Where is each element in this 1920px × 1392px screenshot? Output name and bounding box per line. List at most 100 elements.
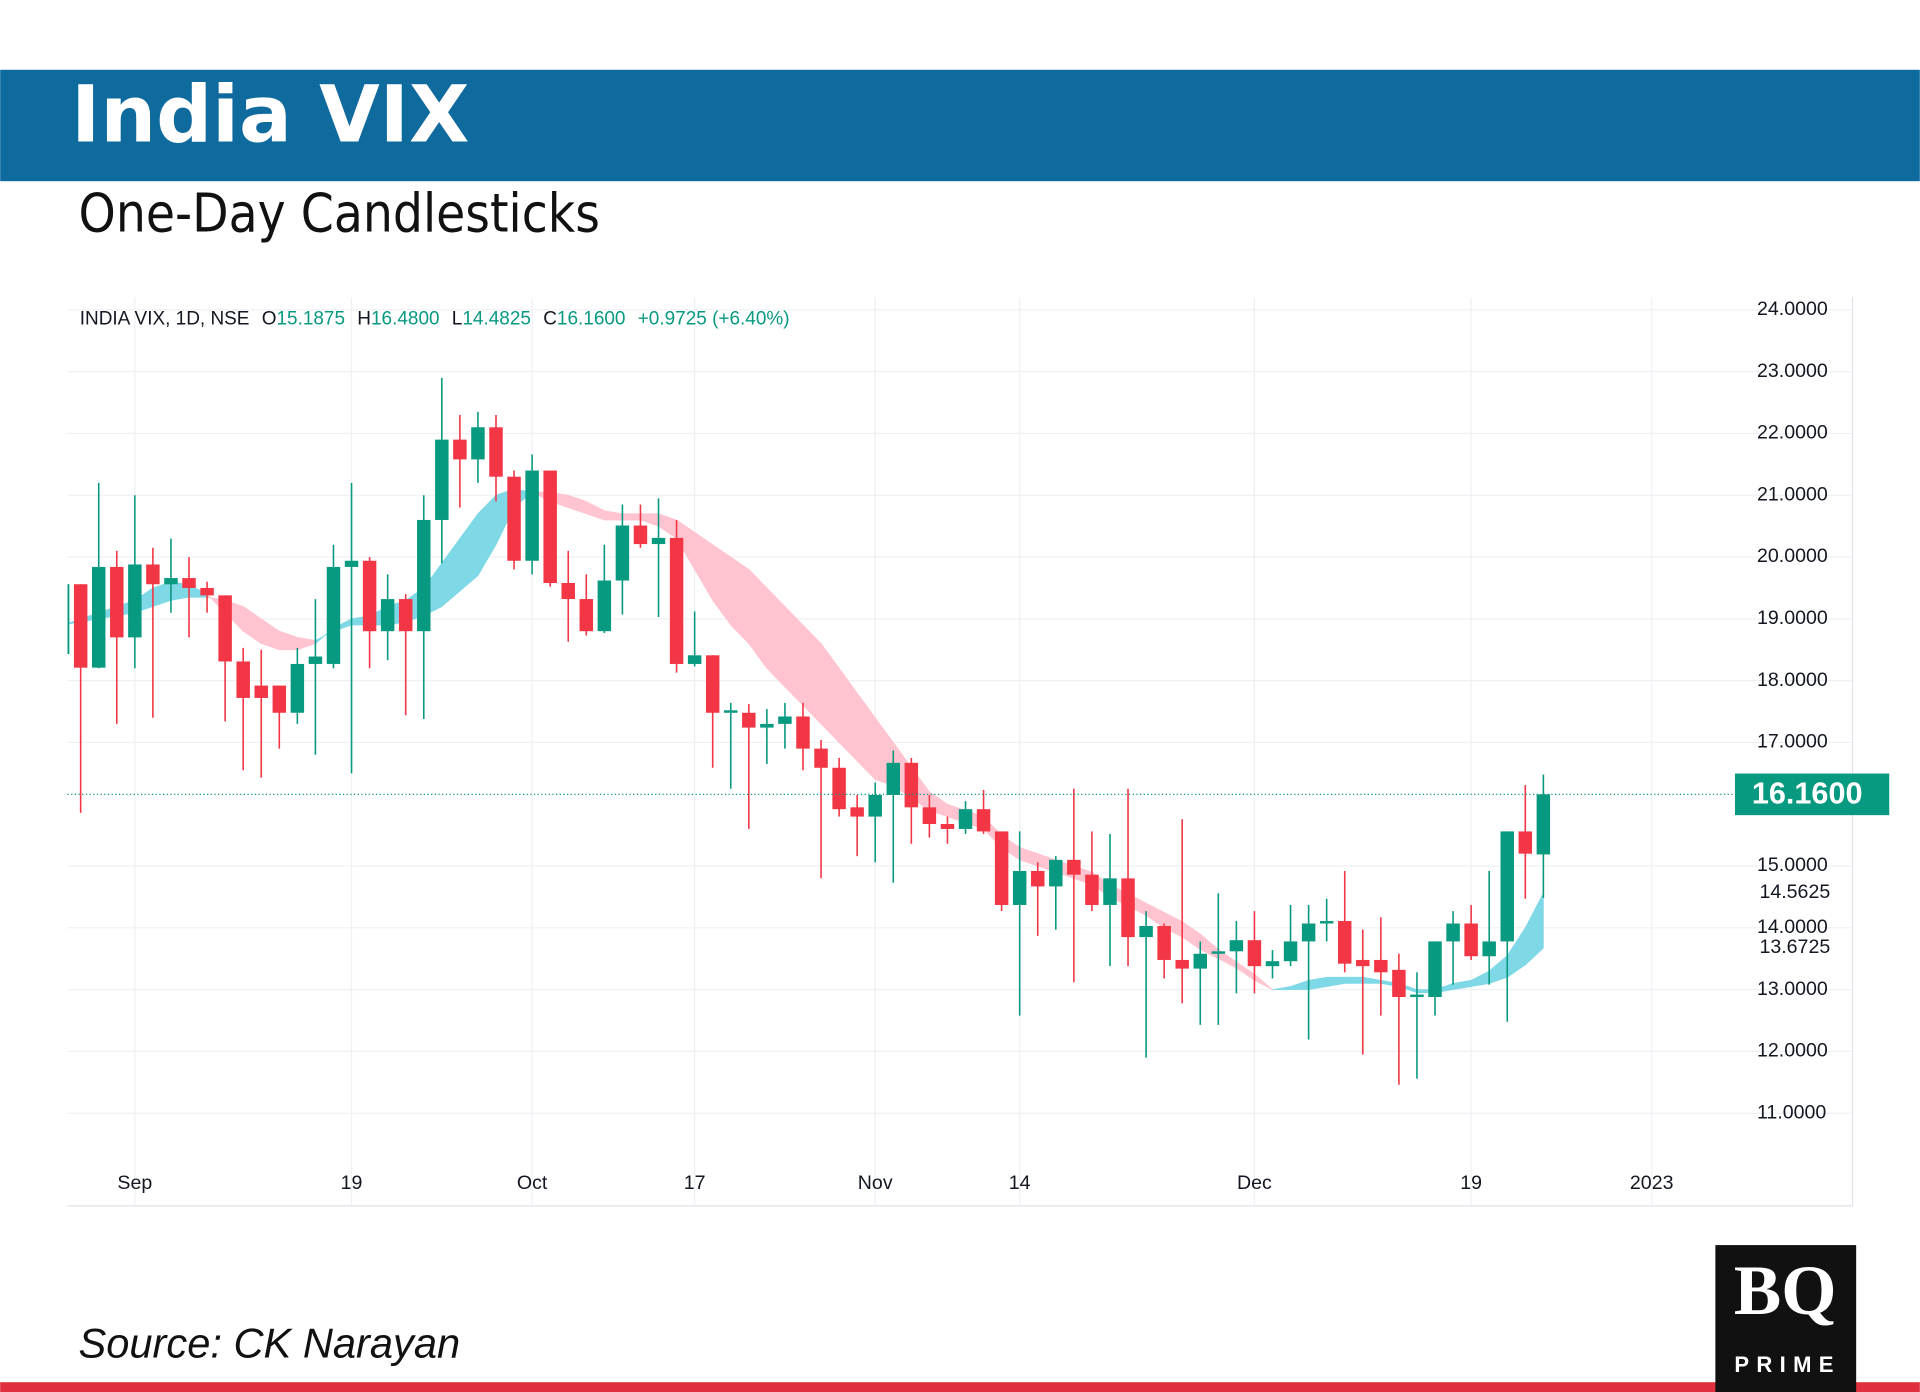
candle-body xyxy=(1265,961,1280,967)
candle-body xyxy=(1464,923,1478,957)
cloud-fill xyxy=(152,581,172,607)
candle-body xyxy=(1211,951,1226,954)
candle-body xyxy=(1103,878,1117,905)
last-price-box xyxy=(1734,773,1890,816)
candle-body xyxy=(1012,870,1027,905)
candle-body xyxy=(417,519,431,632)
legend-change: +0.9725 (+6.40%) xyxy=(638,309,790,330)
candle-body xyxy=(128,564,142,638)
candle-body xyxy=(1356,959,1370,967)
y-tick-label: 24.0000 xyxy=(1757,298,1828,320)
logo xyxy=(1715,1245,1857,1392)
cloud-fill xyxy=(748,568,768,670)
indicator-label: 14.5625 xyxy=(1759,881,1830,903)
candle-body xyxy=(1085,874,1099,905)
y-tick-label: 21.0000 xyxy=(1757,483,1828,505)
candle-body xyxy=(1229,940,1244,952)
cloud-fill xyxy=(1019,846,1039,867)
candle-body xyxy=(814,748,828,768)
x-tick-label: Sep xyxy=(117,1172,152,1194)
candle-body xyxy=(1446,923,1460,942)
x-tick-label: 17 xyxy=(684,1172,706,1194)
candle-body xyxy=(308,656,323,664)
candle-body xyxy=(272,685,287,713)
cloud-fill xyxy=(658,513,677,540)
source: Source: CK Narayan xyxy=(79,1320,461,1367)
indicator-label: 13.6725 xyxy=(1759,936,1830,958)
cloud-fill xyxy=(585,500,605,521)
legend-label: L xyxy=(452,309,463,330)
cloud-fill xyxy=(567,494,587,515)
cloud-fill xyxy=(712,543,732,627)
candle-body xyxy=(200,587,214,596)
cloud-fill xyxy=(1272,986,1291,990)
candle-body xyxy=(146,564,160,585)
candle-body xyxy=(705,655,720,713)
cloud-fill xyxy=(1181,920,1201,951)
candle-body xyxy=(796,716,810,749)
last-price-label: 16.1600 xyxy=(1752,777,1863,811)
candle-body xyxy=(182,578,196,588)
cloud-fill xyxy=(1452,979,1472,991)
candle-body xyxy=(940,824,955,829)
candle-body xyxy=(489,427,503,477)
candle-body xyxy=(778,716,792,724)
x-tick-label: 19 xyxy=(341,1172,363,1194)
candle-body xyxy=(326,566,341,664)
candle-body xyxy=(886,762,901,795)
candle-body xyxy=(615,525,630,581)
candle-body xyxy=(922,807,937,825)
legend-label: C xyxy=(543,309,557,330)
x-tick-label: Oct xyxy=(517,1172,548,1194)
candle-body xyxy=(1392,969,1406,998)
candle-body xyxy=(362,560,377,632)
cloud-fill xyxy=(1290,979,1309,990)
cloud-fill xyxy=(856,691,876,781)
legend-value: 16.1600 xyxy=(557,309,626,330)
y-tick-label: 17.0000 xyxy=(1757,731,1828,753)
candle-body xyxy=(561,582,575,600)
candle-body xyxy=(597,580,612,632)
plot-area xyxy=(67,297,1853,1206)
candle-body xyxy=(633,525,648,545)
x-tick-label: Dec xyxy=(1237,1172,1272,1194)
candle-body xyxy=(73,584,88,668)
axes: 11.0000 12.0000 13.0000 14.0000 15.0000 17.00… xyxy=(117,298,1890,1194)
candle-body xyxy=(344,560,359,567)
y-tick-label: 11.0000 xyxy=(1757,1101,1826,1123)
candle-body xyxy=(218,595,232,662)
candle-body xyxy=(290,663,305,713)
candle-body xyxy=(67,584,70,655)
subtitle: One-Day Candlesticks xyxy=(79,182,600,245)
candle-body xyxy=(1428,941,1442,998)
candle-body xyxy=(507,476,521,561)
title-bar xyxy=(0,69,1920,182)
cloud-fill xyxy=(784,605,804,707)
x-tick-label: 19 xyxy=(1460,1172,1482,1194)
cloud-fill xyxy=(296,636,316,651)
candle-body xyxy=(1500,831,1514,942)
candle-body xyxy=(91,566,106,668)
candle-body xyxy=(850,807,864,817)
cloud-fill xyxy=(477,494,497,577)
candle-body xyxy=(453,439,467,460)
candle-body xyxy=(976,809,991,832)
title: India VIX xyxy=(71,69,469,160)
candle-body xyxy=(1410,994,1424,998)
y-tick-label: 13.0000 xyxy=(1757,978,1828,1000)
cloud-fill xyxy=(1145,902,1165,929)
cloud-fill xyxy=(1344,976,1364,984)
cloud-fill xyxy=(441,537,461,608)
candle-body xyxy=(742,712,756,728)
logo-main: BQ xyxy=(1734,1252,1837,1330)
y-tick-label: 18.0000 xyxy=(1757,669,1828,691)
candle-body xyxy=(904,762,919,808)
candle-body xyxy=(1536,794,1551,855)
candle-body xyxy=(669,537,684,664)
cloud-fill xyxy=(1254,973,1273,990)
candle-body xyxy=(1283,941,1298,962)
candle-body xyxy=(1157,925,1171,960)
legend-label: O xyxy=(262,309,277,330)
y-tick-label: 12.0000 xyxy=(1757,1040,1828,1062)
